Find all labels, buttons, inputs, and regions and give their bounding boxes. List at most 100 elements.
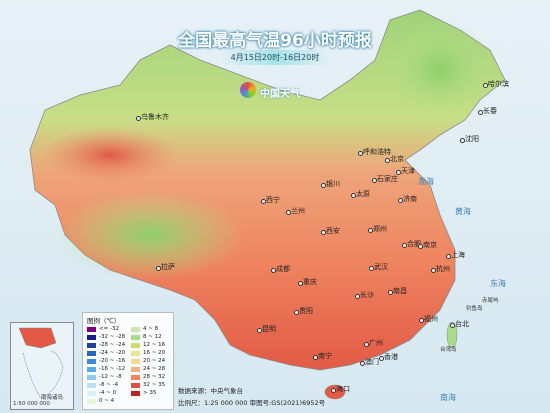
tibet-cool-zone xyxy=(55,190,245,280)
china-outline xyxy=(29,9,506,371)
city-label: 澳门 xyxy=(365,358,379,366)
legend-swatch xyxy=(131,342,140,348)
city-label: 南昌 xyxy=(393,287,407,295)
legend-item: <= -32 xyxy=(87,326,119,332)
city-label: 合肥 xyxy=(407,240,421,248)
legend-swatch xyxy=(87,350,96,356)
legend-swatch xyxy=(131,390,140,396)
legend-label: 24 ~ 28 xyxy=(143,366,166,372)
city-dot xyxy=(294,310,299,315)
city-label: 哈尔滨 xyxy=(488,80,509,88)
legend-item: -16 ~ -12 xyxy=(87,366,125,372)
city-label: 兰州 xyxy=(291,207,305,215)
city-label: 乌鲁木齐 xyxy=(141,113,169,121)
legend-label: -4 ~ 0 xyxy=(99,390,117,396)
legend-swatch xyxy=(131,334,140,340)
taiwan xyxy=(446,321,458,349)
city-label: 香港 xyxy=(384,353,398,361)
city-label: 海口 xyxy=(336,385,350,393)
city-dot xyxy=(364,342,369,347)
legend-label: -24 ~ -20 xyxy=(99,350,126,356)
city-label: 成都 xyxy=(276,265,290,273)
legend-item: 32 ~ 35 xyxy=(131,382,165,388)
legend-label: -8 ~ -4 xyxy=(99,382,119,388)
city-dot xyxy=(446,254,451,259)
legend-swatch xyxy=(87,358,96,364)
logo-text: 中国天气 xyxy=(260,89,300,100)
city-dot xyxy=(271,268,276,273)
city-dot xyxy=(418,244,423,249)
city-dot xyxy=(388,290,393,295)
city-dot xyxy=(355,294,360,299)
city-dot xyxy=(478,110,483,115)
legend-label: -20 ~ -16 xyxy=(99,358,126,364)
city-label: 拉萨 xyxy=(161,263,175,271)
scale-note: 比例尺：1:25 000 000 审图号:GS(2021)6952号 xyxy=(178,399,326,407)
city-dot xyxy=(431,268,436,273)
legend-label: 0 ~ 4 xyxy=(99,398,115,404)
city-label: 上海 xyxy=(451,251,465,259)
city-dot xyxy=(321,183,326,188)
city-label: 南宁 xyxy=(318,352,332,360)
legend-item: -4 ~ 0 xyxy=(87,390,116,396)
legend-swatch xyxy=(87,334,96,340)
city-label: 长春 xyxy=(483,107,497,115)
legend-swatch xyxy=(87,342,96,348)
city-label: 福州 xyxy=(424,315,438,323)
subtitle: 4月15日20时-16日20时 xyxy=(220,50,330,65)
city-dot xyxy=(257,328,262,333)
city-dot xyxy=(136,116,141,121)
city-label: 长沙 xyxy=(360,291,374,299)
city-dot xyxy=(396,170,401,175)
city-label: 呼和浩特 xyxy=(363,148,391,156)
inset-label: 南海诸岛 xyxy=(41,395,64,401)
legend-swatch xyxy=(87,374,96,380)
legend-label: 16 ~ 20 xyxy=(143,350,166,356)
sea-label: 南海 xyxy=(440,393,456,402)
legend: 图例（℃） <= -32 -32 ~ -28 -28 ~ -24 -24 ~ -20 -… xyxy=(82,312,174,410)
legend-label: 32 ~ 35 xyxy=(143,382,166,388)
city-dot xyxy=(298,281,303,286)
city-dot xyxy=(372,178,377,183)
legend-item: > 35 xyxy=(131,390,156,396)
city-label: 南京 xyxy=(423,241,437,249)
city-dot xyxy=(358,151,363,156)
city-label: 贵阳 xyxy=(299,307,313,315)
legend-swatch xyxy=(131,374,140,380)
city-dot xyxy=(450,323,455,328)
city-dot xyxy=(402,243,407,248)
legend-label: 4 ~ 8 xyxy=(143,326,159,332)
legend-item: 16 ~ 20 xyxy=(131,350,165,356)
city-label: 太原 xyxy=(356,190,370,198)
city-label: 石家庄 xyxy=(377,175,398,183)
city-label: 广州 xyxy=(369,339,383,347)
south-sea-inset: 南海诸岛 1:50 000 000 xyxy=(10,322,74,410)
legend-label: 28 ~ 32 xyxy=(143,374,166,380)
legend-label: 20 ~ 24 xyxy=(143,358,166,364)
sea-label: 渤海 xyxy=(418,177,434,186)
city-dot xyxy=(385,158,390,163)
city-label: 台北 xyxy=(455,320,469,328)
city-dot xyxy=(331,388,336,393)
legend-item: -12 ~ -8 xyxy=(87,374,122,380)
legend-swatch xyxy=(87,398,96,404)
legend-swatch xyxy=(87,326,96,332)
legend-item: 24 ~ 28 xyxy=(131,366,165,372)
legend-swatch xyxy=(87,366,96,372)
legend-item: 4 ~ 8 xyxy=(131,326,158,332)
legend-label: -16 ~ -12 xyxy=(99,366,126,372)
city-dot xyxy=(261,199,266,204)
city-dot xyxy=(368,228,373,233)
city-dot xyxy=(398,198,403,203)
legend-label: > 35 xyxy=(143,390,157,396)
city-label: 济南 xyxy=(403,195,417,203)
legend-label: 12 ~ 16 xyxy=(143,342,166,348)
city-dot xyxy=(460,138,465,143)
legend-item: 28 ~ 32 xyxy=(131,374,165,380)
city-dot xyxy=(419,318,424,323)
legend-swatch xyxy=(131,350,140,356)
city-label: 武汉 xyxy=(374,263,388,271)
legend-label: <= -32 xyxy=(99,326,119,332)
sea-label: 黄海 xyxy=(455,207,471,216)
